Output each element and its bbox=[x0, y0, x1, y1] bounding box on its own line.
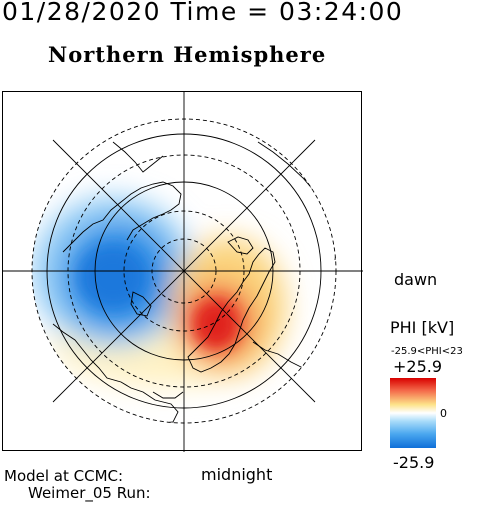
dawn-label: dawn bbox=[394, 270, 438, 289]
meridian-grid bbox=[3, 92, 363, 452]
model-label: Model at CCMC: bbox=[4, 467, 124, 485]
colorbar-range: -25.9<PHI<23 bbox=[391, 346, 463, 357]
colorbar-min-label: -25.9 bbox=[393, 453, 435, 472]
run-label: Weimer_05 Run: bbox=[28, 484, 151, 502]
colorbar-max-label: +25.9 bbox=[393, 357, 443, 376]
hemisphere-title: Northern Hemisphere bbox=[48, 42, 327, 67]
midnight-label: midnight bbox=[201, 465, 273, 484]
polar-map-frame bbox=[2, 91, 363, 452]
colorbar-title: PHI [kV] bbox=[390, 318, 455, 337]
polar-potential-map bbox=[3, 92, 363, 452]
colorbar bbox=[390, 378, 436, 448]
date-time-title: 01/28/2020 Time = 03:24:00 bbox=[2, 0, 404, 26]
colorbar-zero-label: 0 bbox=[440, 407, 447, 420]
